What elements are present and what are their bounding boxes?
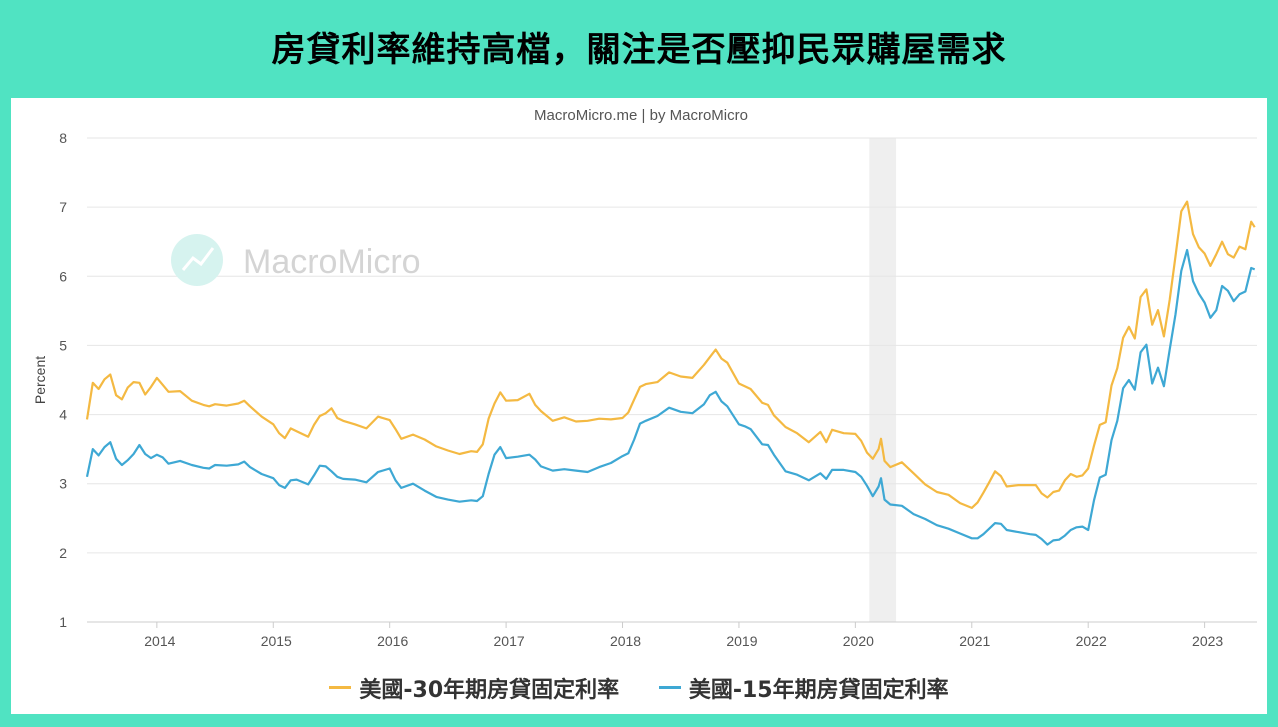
- legend-swatch-15yr: [658, 686, 681, 689]
- x-tick-label: 2016: [377, 633, 408, 649]
- legend-item-15yr[interactable]: 美國-15年期房貸固定利率: [658, 672, 949, 704]
- page-title: 房貸利率維持高檔，關注是否壓抑民眾購屋需求: [271, 30, 1007, 70]
- x-tick-label: 2020: [843, 633, 874, 649]
- y-tick-label: 4: [59, 407, 67, 423]
- x-tick-label: 2018: [610, 633, 641, 649]
- y-tick-label: 8: [59, 130, 67, 146]
- x-tick-label: 2017: [494, 633, 525, 649]
- y-tick-label: 7: [59, 199, 67, 215]
- chart-legend: 美國-30年期房貸固定利率 美國-15年期房貸固定利率: [11, 670, 1267, 704]
- y-tick-label: 2: [59, 545, 67, 561]
- y-tick-label: 5: [59, 337, 67, 353]
- x-tick-label: 2022: [1076, 633, 1107, 649]
- y-axis-label: Percent: [32, 356, 48, 404]
- chart-subtitle: MacroMicro.me | by MacroMicro: [534, 107, 748, 124]
- line-chart: MacroMicro MacroMicro.me | by MacroMicro…: [32, 107, 1257, 649]
- series-line-15yr[interactable]: [85, 248, 1256, 546]
- x-tick-label: 2019: [726, 633, 757, 649]
- legend-label-15yr: 美國-15年期房貸固定利率: [688, 677, 949, 703]
- x-tick-label: 2014: [144, 633, 175, 649]
- chart-panel: MacroMicro MacroMicro.me | by MacroMicro…: [11, 98, 1267, 714]
- x-tick-label: 2015: [261, 633, 292, 649]
- watermark: MacroMicro: [171, 234, 421, 286]
- y-tick-label: 3: [59, 476, 67, 492]
- watermark-text: MacroMicro: [243, 243, 421, 281]
- recession-shading: [869, 138, 897, 622]
- x-tick-label: 2023: [1192, 633, 1223, 649]
- legend-label-30yr: 美國-30年期房貸固定利率: [359, 677, 620, 703]
- legend-swatch-30yr: [329, 686, 352, 689]
- x-tick-label: 2021: [959, 633, 990, 649]
- watermark-chart-icon: [181, 247, 215, 271]
- y-tick-label: 6: [59, 268, 67, 284]
- y-tick-label: 1: [59, 614, 67, 630]
- legend-item-30yr[interactable]: 美國-30年期房貸固定利率: [329, 672, 619, 704]
- series-line-30yr[interactable]: [85, 200, 1256, 509]
